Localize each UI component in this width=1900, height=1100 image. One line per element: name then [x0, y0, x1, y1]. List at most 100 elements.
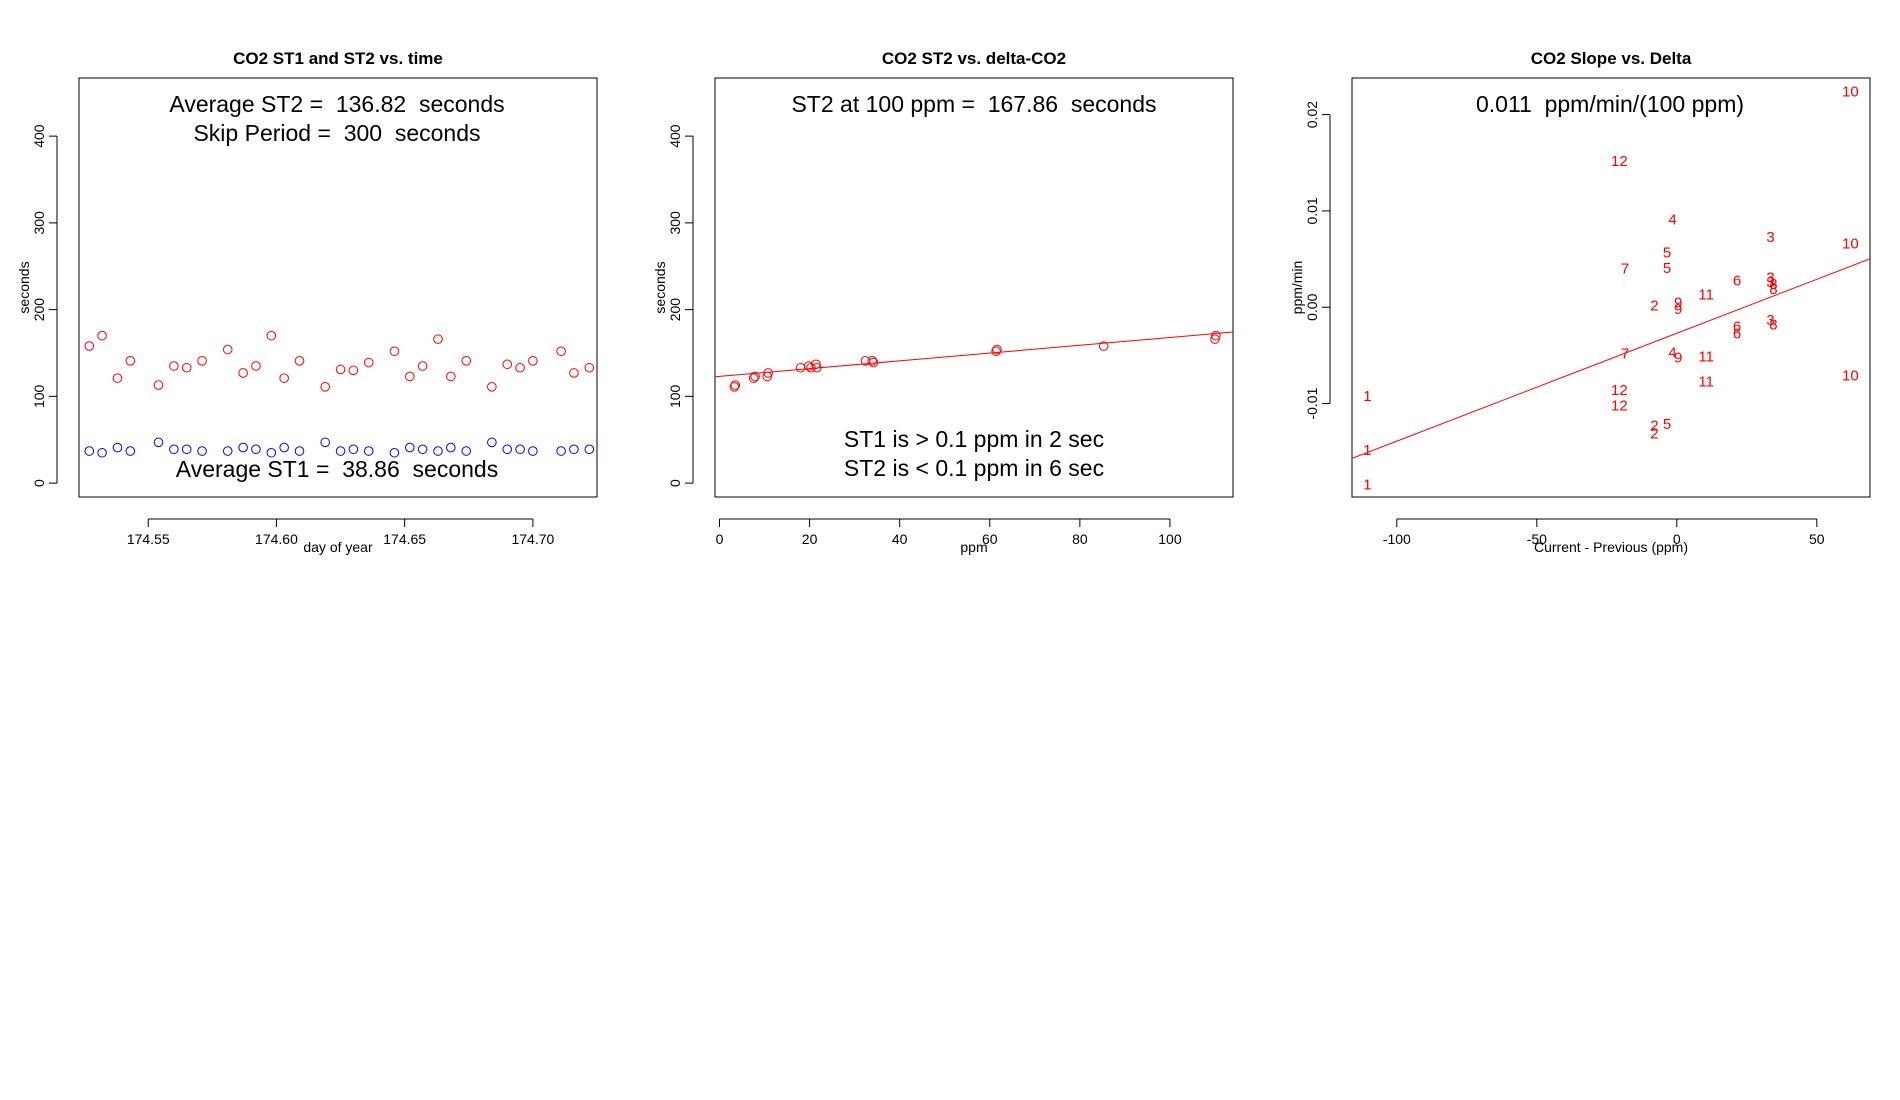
point-label: 3	[1766, 269, 1774, 286]
x-tick-label: 40	[892, 531, 908, 547]
data-point-st2	[97, 330, 107, 341]
data-point-st1	[169, 444, 179, 455]
chart-annotation: Skip Period = 300 seconds	[193, 120, 480, 146]
data-point-st2	[181, 362, 192, 373]
data-point-st2	[417, 361, 428, 371]
point-label: 11	[1698, 348, 1714, 365]
chart-annotation: 0.011 ppm/min/(100 ppm)	[1476, 91, 1744, 117]
data-point-st2	[750, 371, 760, 382]
x-tick-label: 174.65	[383, 531, 426, 547]
data-point-st1	[294, 446, 305, 456]
data-point-st1	[446, 442, 456, 453]
x-tick-label: 100	[1158, 531, 1182, 547]
point-label: 5	[1663, 260, 1671, 277]
data-point-st2	[335, 364, 346, 375]
point-label: 3	[1766, 274, 1774, 291]
data-point-st1	[348, 444, 359, 455]
point-label: 4	[1668, 212, 1676, 229]
x-axis-label: Current - Previous (ppm)	[1534, 539, 1688, 555]
data-point-st1	[556, 446, 566, 456]
data-point-st2	[153, 380, 164, 390]
point-label: 11	[1698, 373, 1714, 390]
data-point-st2	[729, 382, 740, 392]
data-point-st2	[125, 356, 136, 366]
data-point-st1	[363, 446, 374, 456]
point-label: 6	[1733, 325, 1741, 342]
data-point-st2	[294, 356, 305, 366]
point-label: 10	[1842, 368, 1859, 385]
data-point-st1	[84, 446, 95, 456]
y-tick-label: 400	[31, 124, 47, 148]
x-tick-label: -50	[1527, 531, 1547, 547]
point-label: 12	[1611, 153, 1628, 170]
y-tick-label: 300	[667, 211, 683, 235]
data-point-st1	[515, 444, 525, 455]
point-label: 6	[1733, 272, 1741, 289]
point-label: 11	[1698, 287, 1714, 304]
data-point-st2	[320, 382, 330, 392]
data-point-st2	[446, 371, 456, 382]
data-point-st1	[153, 437, 164, 448]
point-label: 4	[1668, 345, 1676, 362]
data-point-st1	[569, 444, 579, 455]
y-axis-label: seconds	[652, 261, 668, 313]
x-tick-label: 80	[1072, 531, 1088, 547]
point-label: 12	[1611, 382, 1628, 399]
data-point-st1	[405, 442, 415, 453]
x-axis-label: ppm	[960, 539, 987, 555]
chart-annotation: Average ST1 = 38.86 seconds	[176, 456, 498, 482]
plot-frame	[714, 77, 1234, 498]
x-tick-label: 174.70	[511, 531, 554, 547]
point-label: 1	[1363, 442, 1371, 459]
data-point-st2	[867, 356, 878, 366]
point-label: 5	[1663, 244, 1671, 261]
data-point-st2	[389, 346, 400, 357]
data-point-st2	[251, 361, 261, 371]
y-tick-label: 300	[31, 211, 47, 235]
data-point-st1	[461, 446, 472, 456]
point-label: 1	[1363, 388, 1371, 405]
chart-panel-3: CO2 Slope vs. Delta -100 -50 0 50 Current - P…	[1289, 49, 1871, 555]
y-tick-label: 200	[667, 298, 683, 322]
data-point-st1	[335, 446, 346, 456]
chart-panel-1: CO2 ST1 and ST2 vs. time 174.55 174.60 174.…	[16, 49, 598, 555]
point-label: 9	[1674, 294, 1682, 311]
data-point-st2	[556, 346, 566, 357]
chart-annotation: Average ST2 = 136.82 seconds	[169, 91, 504, 117]
data-point-st2	[1098, 341, 1109, 351]
y-tick-label: 0	[31, 479, 47, 487]
y-tick-label: 100	[31, 384, 47, 408]
data-point-st2	[992, 344, 1002, 355]
x-tick-label: 174.60	[255, 531, 298, 547]
data-point-st2	[169, 361, 179, 371]
point-label: 8	[1769, 317, 1777, 334]
data-point-st2	[515, 362, 525, 373]
y-tick-label: 0.00	[1304, 293, 1320, 320]
data-point-st1	[584, 444, 595, 455]
y-tick-label: 0	[667, 479, 683, 487]
point-label: 1	[1363, 476, 1371, 493]
data-point-st2	[84, 341, 95, 351]
data-point-st2	[363, 357, 374, 368]
data-point-st2	[487, 382, 497, 392]
point-label: 10	[1842, 236, 1859, 253]
x-tick-label: 50	[1809, 531, 1825, 547]
chart-title: CO2 ST2 vs. delta-CO2	[882, 49, 1066, 68]
point-label: 8	[1769, 281, 1777, 298]
data-point-st1	[222, 446, 233, 456]
data-point-st1	[251, 444, 261, 455]
point-label: 6	[1733, 319, 1741, 336]
x-tick-label: 0	[716, 531, 724, 547]
data-point-st1	[502, 444, 513, 455]
x-tick-label: 60	[982, 531, 998, 547]
point-label: 2	[1650, 425, 1658, 442]
point-label: 9	[1674, 349, 1682, 366]
data-point-st1	[528, 446, 538, 456]
y-tick-label: 0.01	[1304, 197, 1320, 224]
plot-frame	[1351, 77, 1871, 498]
y-tick-label: -0.01	[1304, 387, 1320, 419]
data-point-st2	[1210, 334, 1220, 344]
data-point-st1	[238, 442, 248, 453]
plot-frame	[78, 77, 598, 498]
